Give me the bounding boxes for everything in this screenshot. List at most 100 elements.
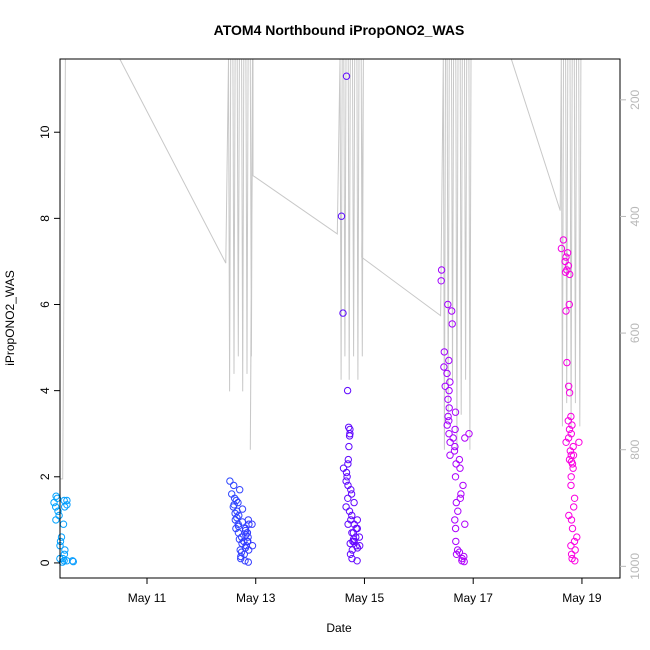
data-point xyxy=(245,546,253,554)
data-point xyxy=(455,455,464,464)
secondary-y-tick-label: 200 xyxy=(628,89,642,109)
data-point xyxy=(565,300,573,309)
data-point xyxy=(348,529,356,537)
data-point xyxy=(63,496,71,505)
data-point xyxy=(457,490,465,498)
data-point xyxy=(451,473,460,481)
data-point xyxy=(445,417,453,425)
data-point xyxy=(248,542,257,550)
chart-title: ATOM4 Northbound iPropONO2_WAS xyxy=(214,22,465,38)
data-point xyxy=(59,520,68,528)
data-point xyxy=(454,507,462,515)
y-tick-label: 6 xyxy=(38,301,52,308)
data-point xyxy=(563,249,572,257)
data-point xyxy=(348,546,356,554)
data-point xyxy=(236,486,244,494)
data-point xyxy=(244,558,253,566)
data-point xyxy=(353,516,361,524)
data-point xyxy=(445,356,453,365)
data-point xyxy=(244,516,253,524)
data-point xyxy=(350,537,358,546)
data-point xyxy=(69,557,78,566)
data-point xyxy=(342,503,350,511)
data-point xyxy=(443,421,451,429)
data-point xyxy=(446,451,454,459)
axes: 0 2 4 6 8 10 200 400 600 800 1000 May 11 May 13 May 1… xyxy=(38,89,642,605)
data-point xyxy=(568,421,576,429)
x-tick-label: May 19 xyxy=(562,591,602,605)
data-point xyxy=(342,72,351,80)
data-point xyxy=(452,460,460,468)
data-point xyxy=(52,516,60,524)
data-point xyxy=(347,486,355,494)
data-point xyxy=(564,262,573,270)
data-point xyxy=(444,300,452,309)
data-point xyxy=(230,481,238,490)
data-point xyxy=(61,546,69,554)
data-point xyxy=(60,496,68,505)
data-point xyxy=(441,382,449,390)
data-point xyxy=(356,542,364,550)
data-point xyxy=(245,520,253,528)
data-point xyxy=(448,320,456,328)
data-point xyxy=(445,430,453,438)
data-point xyxy=(345,507,354,515)
data-point xyxy=(440,363,448,371)
data-point xyxy=(445,404,453,412)
data-point xyxy=(567,473,575,481)
x-tick-label: May 15 xyxy=(345,591,385,605)
data-point xyxy=(465,430,473,438)
data-point xyxy=(565,425,574,434)
data-point xyxy=(570,503,578,511)
data-point xyxy=(68,557,77,565)
data-point xyxy=(355,533,364,541)
data-point xyxy=(448,307,456,315)
data-point xyxy=(567,542,575,550)
secondary-y-tick-label: 1000 xyxy=(628,553,642,580)
x-tick-label: May 11 xyxy=(128,591,167,605)
y-axis-label: iPropONO2_WAS xyxy=(3,270,17,366)
secondary-y-tick-label: 400 xyxy=(628,206,642,226)
data-point xyxy=(573,533,581,541)
y-tick-label: 0 xyxy=(38,559,52,566)
pressure-profile-line xyxy=(60,59,582,481)
data-point xyxy=(461,520,469,528)
secondary-y-tick-label: 600 xyxy=(628,323,642,343)
data-point xyxy=(345,442,353,451)
data-point xyxy=(345,432,354,440)
data-point xyxy=(437,277,445,285)
data-point xyxy=(235,511,243,520)
data-point xyxy=(567,481,575,490)
data-point xyxy=(449,434,457,442)
data-point xyxy=(57,533,66,541)
data-point xyxy=(346,550,355,558)
data-point xyxy=(569,451,578,459)
x-axis-label: Date xyxy=(326,621,352,635)
data-point xyxy=(452,498,460,507)
plot-area xyxy=(50,59,583,566)
data-point xyxy=(344,494,352,502)
data-point xyxy=(226,477,234,485)
data-point xyxy=(456,464,464,472)
data-point xyxy=(52,503,60,511)
data-point xyxy=(564,417,572,425)
data-point xyxy=(248,520,256,528)
data-point xyxy=(349,529,358,537)
data-point xyxy=(562,253,570,261)
data-point xyxy=(446,438,454,446)
data-point xyxy=(342,468,351,477)
data-point xyxy=(460,552,468,561)
data-point xyxy=(453,546,462,554)
data-point xyxy=(234,498,242,507)
data-point xyxy=(444,395,452,403)
data-point xyxy=(559,236,568,244)
data-point xyxy=(350,498,358,507)
data-point xyxy=(562,438,570,446)
data-point xyxy=(561,268,570,276)
data-point xyxy=(343,473,351,481)
data-point xyxy=(244,533,252,541)
data-point xyxy=(456,494,464,502)
data-point xyxy=(461,434,469,442)
data-point xyxy=(451,425,459,434)
